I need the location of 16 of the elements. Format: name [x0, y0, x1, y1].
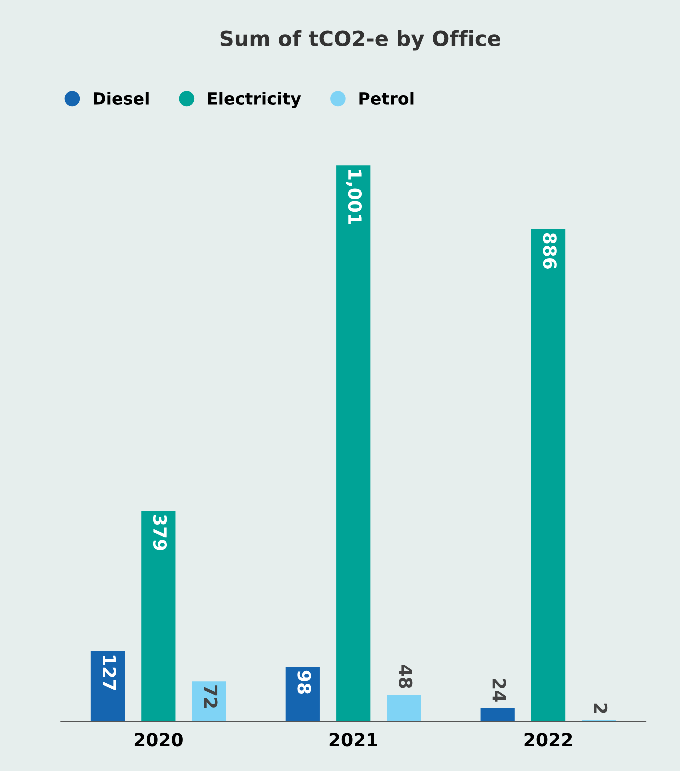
x-tick-label: 2022	[524, 733, 572, 747]
data-label: 2	[594, 704, 608, 714]
legend-label: Petrol	[360, 92, 414, 105]
data-label: 24	[492, 679, 506, 702]
data-label: 48	[399, 665, 413, 688]
chart-title: Sum of tCO2-e by Office	[220, 30, 500, 51]
legend-label: Electricity	[208, 92, 302, 108]
x-tick-label: 2021	[330, 733, 378, 747]
data-label: 886	[543, 233, 557, 270]
data-label: 127	[103, 656, 116, 690]
data-label: 379	[153, 515, 168, 550]
data-label: 98	[298, 670, 312, 694]
x-tick-label: 2020	[134, 733, 183, 747]
legend-label: Diesel	[94, 92, 149, 105]
data-label: 1,001	[346, 170, 362, 224]
data-label: 72	[204, 686, 218, 708]
